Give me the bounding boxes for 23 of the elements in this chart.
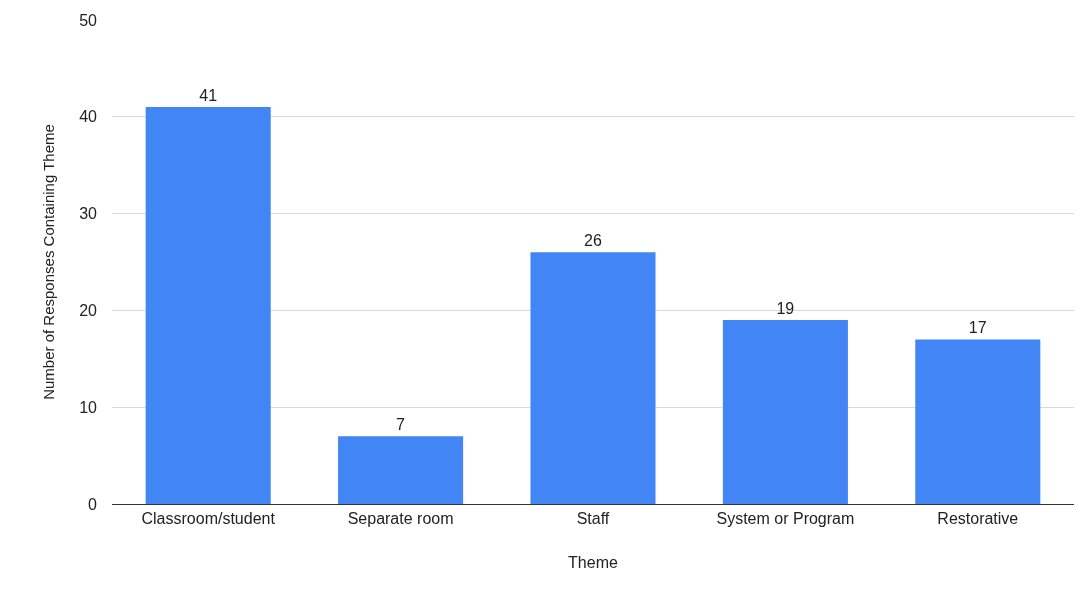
x-tick-label: Classroom/student	[141, 510, 276, 528]
y-tick-label: 0	[88, 495, 98, 513]
y-axis-title: Number of Responses Containing Theme	[40, 124, 58, 400]
data-label: 19	[776, 300, 795, 318]
x-tick-label: Separate room	[347, 510, 454, 528]
data-label: 17	[968, 319, 987, 337]
y-tick-label: 50	[79, 11, 98, 29]
bar	[530, 252, 656, 504]
data-label: 7	[396, 416, 406, 434]
bar	[722, 320, 848, 504]
x-tick-label: Restorative	[937, 510, 1019, 528]
bar	[145, 107, 271, 504]
x-tick-label: System or Program	[716, 510, 855, 528]
x-axis-title: Theme	[568, 553, 618, 571]
data-label: 41	[199, 87, 218, 105]
y-tick-label: 20	[79, 302, 98, 319]
bar	[338, 436, 464, 504]
x-tick-label: Staff	[576, 510, 610, 528]
data-label: 26	[584, 232, 602, 250]
y-tick-label: 30	[79, 205, 98, 223]
y-tick-label: 10	[79, 398, 98, 416]
bar	[915, 339, 1041, 504]
y-tick-label: 40	[79, 108, 98, 126]
